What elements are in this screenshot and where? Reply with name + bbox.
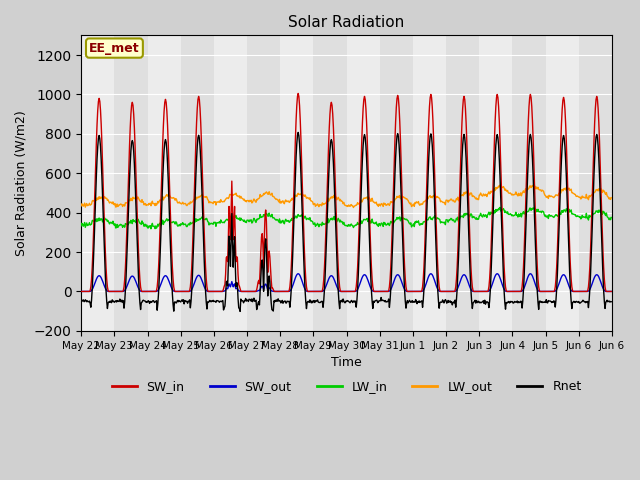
SW_out: [263, 284, 271, 290]
LW_out: [284, 199, 291, 204]
Legend: SW_in, SW_out, LW_in, LW_out, Rnet: SW_in, SW_out, LW_in, LW_out, Rnet: [106, 375, 586, 398]
Bar: [413, 36, 446, 331]
Line: SW_out: SW_out: [81, 274, 611, 291]
LW_in: [77, 223, 85, 228]
Rnet: [236, 309, 244, 314]
SW_out: [140, 288, 147, 294]
Rnet: [607, 299, 615, 304]
SW_in: [140, 288, 147, 294]
Bar: [479, 36, 513, 331]
LW_in: [140, 220, 147, 226]
Bar: [545, 36, 579, 331]
LW_out: [237, 193, 244, 199]
Rnet: [264, 293, 271, 299]
Rnet: [140, 297, 147, 303]
Rnet: [284, 299, 292, 304]
Text: EE_met: EE_met: [89, 42, 140, 55]
SW_in: [294, 91, 302, 96]
Bar: [247, 36, 280, 331]
LW_out: [349, 204, 357, 210]
SW_out: [607, 288, 615, 294]
SW_in: [237, 288, 244, 294]
Bar: [115, 36, 147, 331]
SW_out: [284, 288, 291, 294]
SW_out: [237, 288, 244, 294]
Rnet: [237, 298, 245, 304]
LW_in: [264, 213, 271, 219]
LW_out: [607, 195, 615, 201]
Bar: [214, 36, 247, 331]
Line: LW_in: LW_in: [81, 207, 611, 229]
LW_in: [607, 215, 615, 220]
Bar: [446, 36, 479, 331]
LW_in: [237, 217, 245, 223]
Bar: [280, 36, 314, 331]
Bar: [81, 36, 115, 331]
Line: LW_out: LW_out: [81, 185, 611, 207]
SW_in: [263, 242, 271, 248]
Rnet: [402, 305, 410, 311]
SW_out: [401, 288, 409, 293]
SW_in: [401, 276, 409, 282]
LW_out: [431, 192, 439, 197]
Bar: [314, 36, 346, 331]
X-axis label: Time: Time: [331, 356, 362, 369]
LW_in: [401, 216, 409, 222]
Bar: [579, 36, 612, 331]
Rnet: [432, 235, 440, 240]
LW_in: [496, 204, 504, 210]
LW_out: [77, 203, 85, 209]
SW_in: [77, 288, 85, 294]
SW_in: [284, 288, 291, 294]
Bar: [147, 36, 180, 331]
SW_out: [431, 279, 439, 285]
LW_out: [401, 195, 409, 201]
Y-axis label: Solar Radiation (W/m2): Solar Radiation (W/m2): [15, 110, 28, 256]
SW_out: [294, 271, 302, 276]
Bar: [513, 36, 545, 331]
LW_out: [496, 182, 504, 188]
Title: Solar Radiation: Solar Radiation: [289, 15, 404, 30]
Rnet: [294, 130, 302, 135]
Line: Rnet: Rnet: [81, 132, 611, 312]
LW_in: [147, 226, 155, 232]
Bar: [380, 36, 413, 331]
Bar: [180, 36, 214, 331]
Bar: [346, 36, 380, 331]
LW_out: [140, 199, 147, 204]
SW_in: [431, 182, 439, 188]
Rnet: [77, 298, 85, 304]
LW_out: [263, 190, 271, 195]
LW_in: [284, 217, 292, 223]
SW_out: [77, 288, 85, 294]
Line: SW_in: SW_in: [81, 94, 611, 291]
SW_in: [607, 288, 615, 294]
LW_in: [431, 213, 439, 218]
